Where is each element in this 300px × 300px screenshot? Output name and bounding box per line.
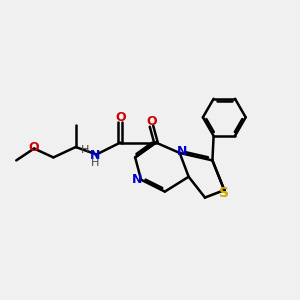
- Text: O: O: [146, 115, 157, 128]
- Text: S: S: [219, 185, 229, 200]
- Text: N: N: [177, 145, 187, 158]
- Text: N: N: [132, 173, 143, 186]
- Text: H: H: [91, 158, 99, 168]
- Text: H: H: [80, 145, 89, 155]
- Text: N: N: [90, 149, 100, 162]
- Text: O: O: [115, 111, 126, 124]
- Text: O: O: [29, 141, 39, 154]
